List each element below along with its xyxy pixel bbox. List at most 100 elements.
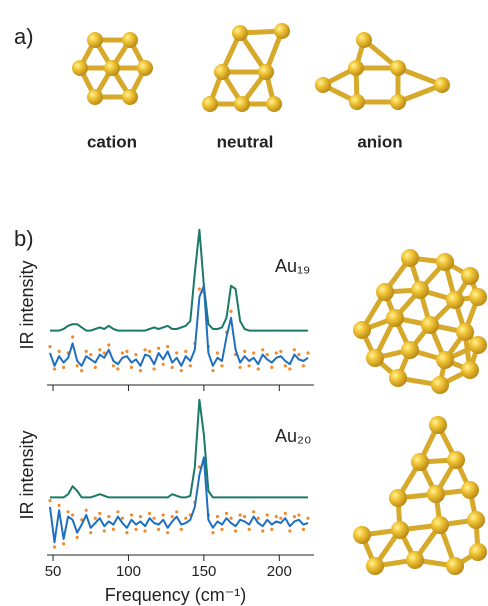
atom xyxy=(469,336,487,354)
atom xyxy=(356,32,372,48)
data-point xyxy=(243,349,247,353)
data-point xyxy=(256,367,260,371)
data-point xyxy=(274,351,278,355)
atom xyxy=(446,557,464,575)
x-tick-label: 100 xyxy=(116,563,141,580)
atom xyxy=(390,60,406,76)
data-point xyxy=(274,515,278,519)
atom xyxy=(87,32,103,48)
data-point xyxy=(134,527,138,532)
atom xyxy=(461,267,479,285)
data-point xyxy=(265,513,269,517)
data-point xyxy=(98,511,102,515)
data-point xyxy=(184,516,188,520)
panel-label: a) xyxy=(14,24,34,49)
atom xyxy=(366,349,384,367)
data-point xyxy=(220,364,224,368)
data-point xyxy=(143,348,147,352)
data-point xyxy=(166,531,170,535)
atom xyxy=(353,321,371,339)
data-point xyxy=(111,364,115,368)
data-point xyxy=(84,349,88,353)
atom xyxy=(401,341,419,359)
data-point xyxy=(279,349,283,353)
data-point xyxy=(179,527,183,532)
data-point xyxy=(71,513,75,517)
data-point xyxy=(306,516,310,520)
atom xyxy=(386,309,404,327)
data-point xyxy=(89,353,93,357)
data-point xyxy=(301,527,306,532)
structure-label: neutral xyxy=(217,132,274,151)
atom xyxy=(348,60,364,76)
data-point xyxy=(238,365,242,369)
atom xyxy=(469,543,487,561)
atom xyxy=(431,516,449,534)
atom xyxy=(122,89,138,105)
data-point xyxy=(229,309,233,313)
data-point xyxy=(147,349,152,353)
data-point xyxy=(152,516,156,520)
atom xyxy=(266,96,282,112)
data-point xyxy=(215,515,220,519)
y-axis-label: IR intensity xyxy=(17,260,37,349)
atom xyxy=(447,451,465,469)
data-point xyxy=(134,353,138,357)
data-point xyxy=(143,529,147,533)
data-point xyxy=(80,369,84,373)
data-point xyxy=(116,367,120,371)
data-point xyxy=(93,516,97,520)
data-point xyxy=(152,367,156,371)
data-point xyxy=(283,364,287,368)
x-tick-label: 200 xyxy=(267,563,292,580)
data-point xyxy=(61,542,66,546)
data-point xyxy=(184,349,188,353)
spectrum-line xyxy=(49,456,309,544)
data-point xyxy=(175,510,179,514)
atom xyxy=(376,283,394,301)
data-point xyxy=(197,287,201,291)
data-point xyxy=(197,465,201,469)
data-point xyxy=(125,349,129,353)
data-point xyxy=(75,364,79,368)
x-axis-label: Frequency (cm⁻¹) xyxy=(105,585,247,605)
data-point xyxy=(48,499,52,503)
data-point xyxy=(93,365,97,369)
annotation: Au₂₀ xyxy=(275,426,311,446)
atom xyxy=(467,511,485,529)
atom xyxy=(461,481,479,499)
atom xyxy=(389,489,407,507)
data-point xyxy=(215,351,220,355)
spectra: IR intensity Au₁₉ 50 100 150 200 IR intensity A… xyxy=(17,228,314,605)
data-point xyxy=(57,503,61,507)
data-point xyxy=(229,516,233,520)
data-point xyxy=(292,348,296,352)
atom xyxy=(411,453,429,471)
spectrum-line xyxy=(50,398,308,499)
atom xyxy=(434,77,450,93)
spectrum-line xyxy=(50,228,308,332)
data-point xyxy=(129,365,134,369)
atom xyxy=(429,416,447,434)
y-axis-label: IR intensity xyxy=(17,430,37,519)
data-point xyxy=(102,351,106,355)
data-point xyxy=(102,529,106,533)
data-point xyxy=(297,353,301,357)
data-point xyxy=(292,515,296,519)
data-point xyxy=(175,351,179,355)
data-point xyxy=(89,531,93,535)
atom xyxy=(104,60,120,76)
data-point xyxy=(247,527,251,532)
data-point xyxy=(52,367,57,371)
atom xyxy=(214,64,230,80)
data-point xyxy=(61,365,66,369)
atom xyxy=(469,288,487,306)
structure-label: cation xyxy=(87,132,137,151)
structure-label: anion xyxy=(357,132,402,151)
atom xyxy=(411,281,429,299)
data-point xyxy=(84,508,88,512)
data-point xyxy=(211,531,215,535)
data-point xyxy=(116,510,120,514)
data-point xyxy=(71,335,75,339)
